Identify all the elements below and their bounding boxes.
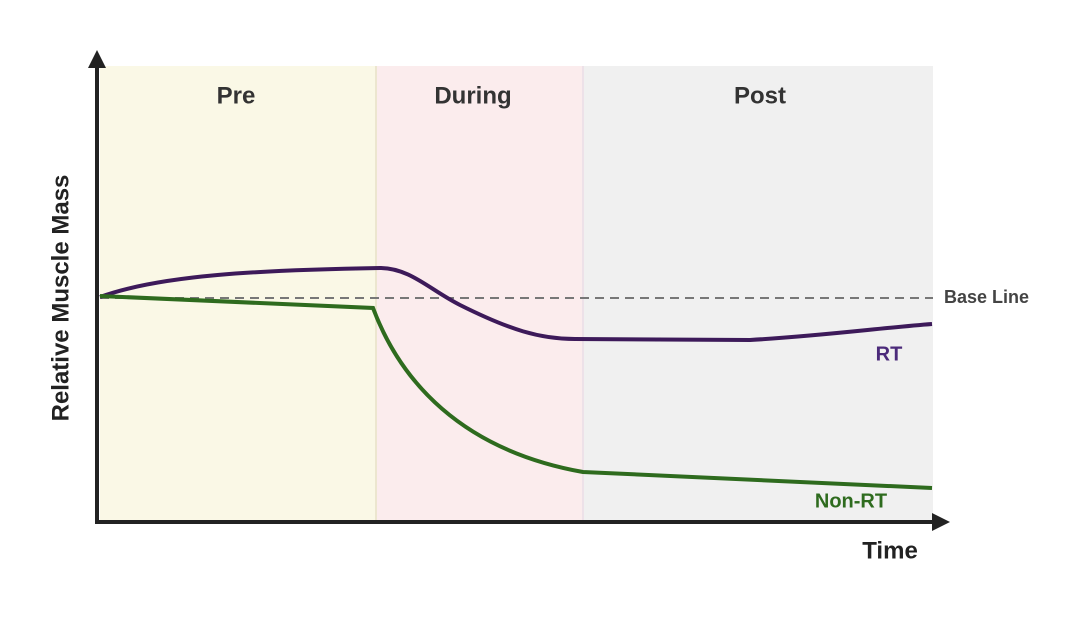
post-region <box>583 66 933 522</box>
pre-region <box>100 66 376 522</box>
non-rt-label: Non-RT <box>815 490 887 512</box>
non-rt-curve <box>99 294 933 490</box>
rt-curve <box>99 265 933 343</box>
x-arrow <box>932 513 950 531</box>
phase-label: Post <box>734 82 786 109</box>
phase-label: Pre <box>217 82 256 109</box>
y-arrow <box>88 50 106 68</box>
x-axis-label: Time <box>862 537 918 564</box>
baseline-label: Base Line <box>944 287 1029 307</box>
rt-label: RT <box>876 343 903 365</box>
phase-label: During <box>434 82 511 109</box>
y-axis-label: Relative Muscle Mass <box>47 175 74 422</box>
during-region <box>376 66 583 522</box>
